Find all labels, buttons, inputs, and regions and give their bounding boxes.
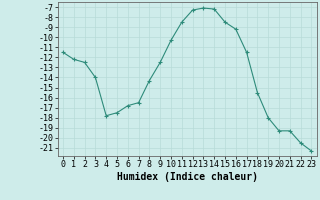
X-axis label: Humidex (Indice chaleur): Humidex (Indice chaleur) [117, 172, 258, 182]
